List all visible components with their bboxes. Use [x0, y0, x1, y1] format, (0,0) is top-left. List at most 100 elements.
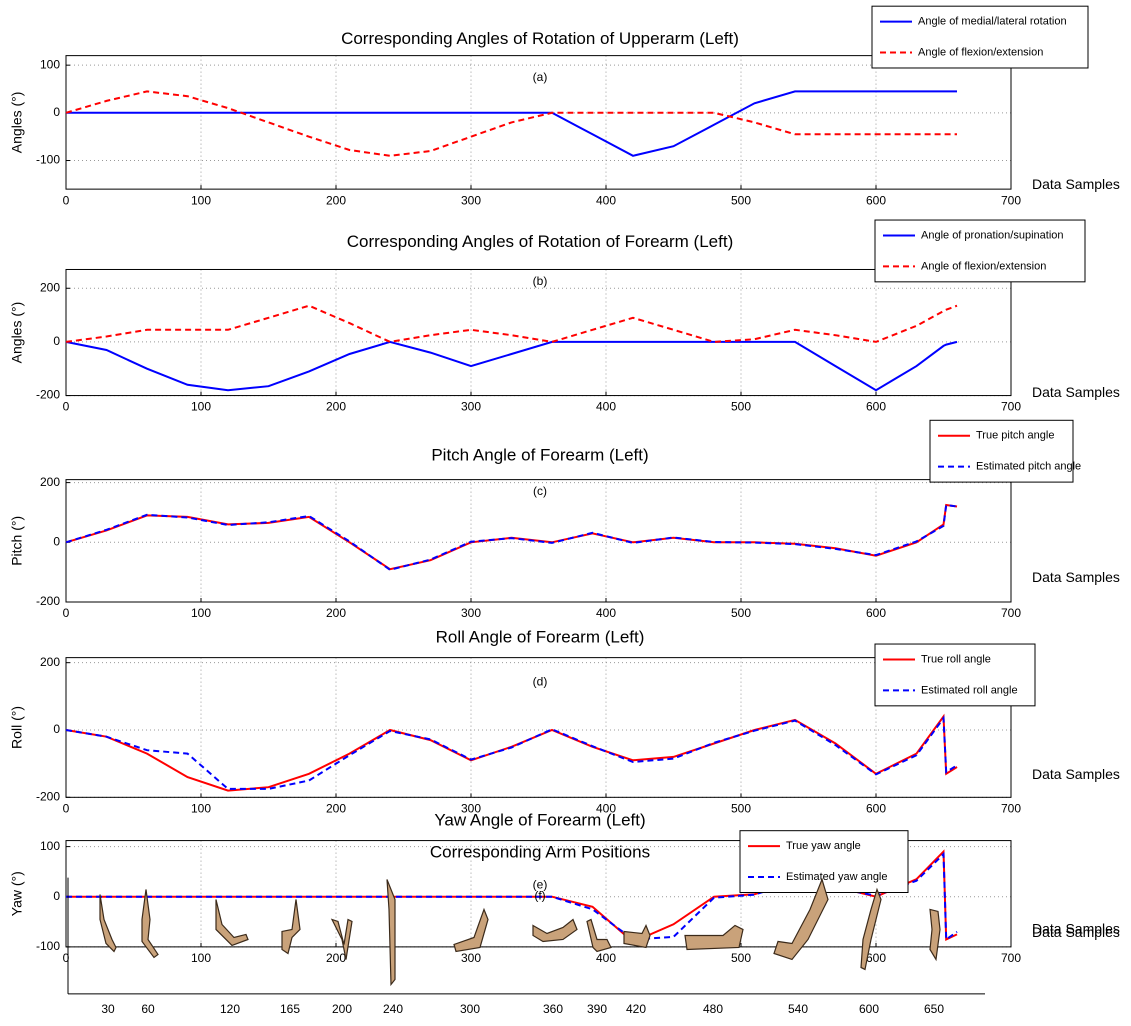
panel-annotation: (f)	[534, 888, 545, 902]
x-tick-label: 200	[326, 801, 346, 815]
legend-label: Estimated roll angle	[921, 684, 1018, 696]
x-tick-label: 60	[141, 1002, 155, 1016]
x-tick-label: 390	[587, 1002, 607, 1016]
x-tick-label: 100	[191, 951, 211, 965]
legend-label: Angle of pronation/supination	[921, 229, 1064, 241]
y-tick-label: 0	[53, 534, 60, 548]
x-tick-label: 500	[731, 606, 751, 620]
y-tick-label: -100	[36, 939, 60, 953]
x-axis-label: Data Samples	[1032, 176, 1120, 192]
y-tick-label: -100	[36, 153, 60, 167]
x-tick-label: 650	[924, 1002, 944, 1016]
y-axis-label: Pitch (°)	[9, 516, 25, 566]
x-tick-label: 0	[63, 193, 70, 207]
x-tick-label: 30	[101, 1002, 115, 1016]
chart-title: Corresponding Arm Positions	[430, 842, 650, 861]
x-tick-label: 100	[191, 193, 211, 207]
x-tick-label: 300	[461, 606, 481, 620]
legend-label: True roll angle	[921, 653, 991, 665]
x-tick-label: 100	[191, 400, 211, 414]
legend: True pitch angle Estimated pitch angle	[930, 420, 1081, 482]
x-axis-label: Data Samples	[1032, 384, 1120, 400]
legend-label: True pitch angle	[976, 430, 1054, 442]
x-tick-label: 200	[332, 1002, 352, 1016]
y-tick-label: 200	[40, 280, 60, 294]
x-tick-label: 300	[460, 1002, 480, 1016]
y-axis-label: Roll (°)	[9, 706, 25, 749]
y-tick-label: 100	[40, 57, 60, 71]
legend: Angle of medial/lateral rotation Angle of…	[872, 6, 1088, 68]
x-tick-label: 0	[63, 606, 70, 620]
y-tick-label: 0	[53, 105, 60, 119]
x-tick-label: 0	[63, 400, 70, 414]
x-tick-label: 600	[866, 951, 886, 965]
x-tick-label: 120	[220, 1002, 240, 1016]
legend-label: Estimated pitch angle	[976, 461, 1081, 473]
x-tick-label: 540	[788, 1002, 808, 1016]
x-tick-label: 240	[383, 1002, 403, 1016]
x-tick-label: 200	[326, 400, 346, 414]
x-tick-label: 0	[63, 951, 70, 965]
x-tick-label: 400	[596, 193, 616, 207]
x-axis-label: Data Samples	[1032, 924, 1120, 940]
arm-image	[930, 909, 940, 959]
x-tick-label: 300	[461, 400, 481, 414]
x-tick-label: 400	[596, 951, 616, 965]
chart-title: Roll Angle of Forearm (Left)	[436, 627, 645, 646]
panel-annotation: (c)	[533, 484, 547, 498]
x-tick-label: 600	[866, 400, 886, 414]
y-tick-label: -200	[36, 388, 60, 402]
y-tick-label: -200	[36, 789, 60, 803]
x-tick-label: 600	[866, 193, 886, 207]
y-axis-label: Angles (°)	[9, 302, 25, 364]
x-tick-label: 300	[461, 193, 481, 207]
y-tick-label: 100	[40, 839, 60, 853]
x-tick-label: 165	[280, 1002, 300, 1016]
y-axis-label: Yaw (°)	[9, 871, 25, 916]
panel-annotation: (a)	[533, 70, 548, 84]
x-tick-label: 200	[326, 606, 346, 620]
chart-title: Corresponding Angles of Rotation of Uppe…	[341, 29, 739, 48]
chart-title: Corresponding Angles of Rotation of Fore…	[347, 232, 733, 251]
x-tick-label: 100	[191, 606, 211, 620]
x-tick-label: 500	[731, 951, 751, 965]
x-tick-label: 700	[1001, 801, 1021, 815]
y-tick-label: 0	[53, 722, 60, 736]
y-tick-label: 0	[53, 889, 60, 903]
x-tick-label: 420	[626, 1002, 646, 1016]
figure: 0100200300400500600700-1000100Angles (°)…	[0, 0, 1131, 1026]
x-tick-label: 700	[1001, 951, 1021, 965]
chart-title: Pitch Angle of Forearm (Left)	[431, 446, 648, 465]
x-tick-label: 700	[1001, 400, 1021, 414]
x-tick-label: 600	[859, 1002, 879, 1016]
x-axis-label: Data Samples	[1032, 569, 1120, 585]
chart-title: Yaw Angle of Forearm (Left)	[434, 810, 645, 829]
x-tick-label: 500	[731, 400, 751, 414]
x-tick-label: 0	[63, 801, 70, 815]
x-tick-label: 500	[731, 193, 751, 207]
legend-label: Angle of flexion/extension	[921, 260, 1046, 272]
x-tick-label: 400	[596, 400, 616, 414]
x-tick-label: 480	[703, 1002, 723, 1016]
x-tick-label: 400	[596, 606, 616, 620]
x-tick-label: 200	[326, 193, 346, 207]
legend-label: Angle of flexion/extension	[918, 46, 1043, 58]
x-tick-label: 100	[191, 801, 211, 815]
y-tick-label: 200	[40, 475, 60, 489]
legend: Angle of pronation/supination Angle of fl…	[875, 220, 1085, 282]
legend: True roll angle Estimated roll angle	[875, 644, 1035, 706]
x-tick-label: 700	[1001, 606, 1021, 620]
legend: True yaw angle Estimated yaw angle	[740, 831, 908, 893]
y-tick-label: 200	[40, 655, 60, 669]
panel-annotation: (b)	[533, 274, 548, 288]
x-tick-label: 600	[866, 606, 886, 620]
x-tick-label: 200	[326, 951, 346, 965]
y-tick-label: -200	[36, 594, 60, 608]
x-tick-label: 700	[1001, 193, 1021, 207]
x-tick-label: 500	[731, 801, 751, 815]
legend-label: True yaw angle	[786, 840, 861, 852]
legend-label: Estimated yaw angle	[786, 871, 888, 883]
legend-label: Angle of medial/lateral rotation	[918, 16, 1067, 28]
x-tick-label: 300	[461, 951, 481, 965]
x-tick-label: 360	[543, 1002, 563, 1016]
